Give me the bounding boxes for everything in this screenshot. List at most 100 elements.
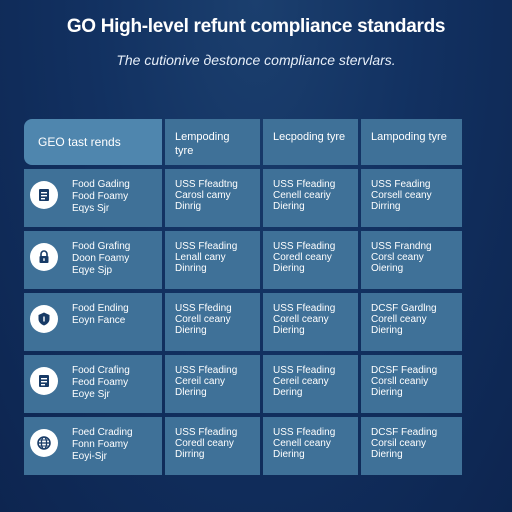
table-row: Food Gading Food Foamy Eqys Sjr USS Ffeadtn… xyxy=(24,169,462,227)
value-cell: USS Ffeading Cereil cany Dlering xyxy=(165,355,260,413)
value-line: Carosl camy xyxy=(175,190,231,201)
value-cell: USS Ffeading Lenall cany Dinring xyxy=(165,231,260,289)
value-line: DCSF Feading xyxy=(371,365,438,376)
table-row: Food Ending Eoyn Fance USS Ffeding Corell c… xyxy=(24,293,462,351)
value-cell: DCSF Gardlng Corell ceany Diering xyxy=(361,293,462,351)
value-line: Corsil ceany xyxy=(371,438,427,449)
globe-icon xyxy=(30,429,58,457)
category-line: Foed Crading xyxy=(72,427,133,438)
value-line: Dering xyxy=(273,387,303,398)
category-line: Eoye Sjr xyxy=(72,389,110,400)
value-line: Diering xyxy=(371,387,403,398)
category-cell: Food Gading Food Foamy Eqys Sjr xyxy=(24,169,162,227)
value-line: Corsl ceany xyxy=(371,252,424,263)
value-cell: USS Ffeading Coredl ceany Dirring xyxy=(165,417,260,475)
document-icon xyxy=(30,181,58,209)
value-line: DCSF Feading xyxy=(371,427,438,438)
category-line: Food Ending xyxy=(72,303,129,314)
category-cell: Food Crafing Feod Foamy Eoye Sjr xyxy=(24,355,162,413)
value-line: USS Frandng xyxy=(371,241,432,252)
category-label: Food Crafing Feod Foamy Eoye Sjr xyxy=(72,365,130,401)
value-line: Lenall cany xyxy=(175,252,226,263)
table-header-row: GEO tast rends Lempoding tyre Lecpoding … xyxy=(24,119,462,165)
value-cell: USS Ffeading Cenell ceany Diering xyxy=(263,417,358,475)
value-cell: USS Frandng Corsl ceany Oiering xyxy=(361,231,462,289)
category-line: Eqys Sjr xyxy=(72,203,110,214)
value-line: Diering xyxy=(371,449,403,460)
value-cell: DCSF Feading Corsil ceany Diering xyxy=(361,417,462,475)
header-cell-col3: Lampoding tyre xyxy=(361,119,462,165)
value-line: Corsll ceaniy xyxy=(371,376,429,387)
value-line: Diering xyxy=(273,325,305,336)
value-line: USS Ffeading xyxy=(273,303,336,314)
table-row: Food Grafing Doon Foamy Eqye Sjp USS Ffeadi… xyxy=(24,231,462,289)
value-cell: USS Ffeading Cenell ceariy Diering xyxy=(263,169,358,227)
category-line: Eoyn Fance xyxy=(72,315,126,326)
category-line: Eqye Sjp xyxy=(72,265,113,276)
category-cell: Food Grafing Doon Foamy Eqye Sjp xyxy=(24,231,162,289)
value-line: Cereil cany xyxy=(175,376,226,387)
category-line: Doon Foamy xyxy=(72,253,130,264)
value-cell: USS Ffeding Corell ceany Diering xyxy=(165,293,260,351)
category-label: Food Grafing Doon Foamy Eqye Sjp xyxy=(72,241,130,277)
page-subtitle: The cutionive дestonce compliance stervl… xyxy=(116,52,396,68)
value-line: USS Ffeding xyxy=(175,303,232,314)
value-cell: DCSF Feading Corsll ceaniy Diering xyxy=(361,355,462,413)
value-line: Diering xyxy=(273,263,305,274)
category-cell: Food Ending Eoyn Fance xyxy=(24,293,162,351)
value-cell: USS Ffeading Cereil ceany Dering xyxy=(263,355,358,413)
value-line: USS Ffeading xyxy=(175,365,238,376)
header-cell-col2: Lecpoding tyre xyxy=(263,119,358,165)
category-cell: Foed Crading Fonn Foamy Eoyi-Sjr xyxy=(24,417,162,475)
header-cell-col1: Lempoding tyre xyxy=(165,119,260,165)
value-line: USS Ffeading xyxy=(273,427,336,438)
value-cell: USS Ffeading Coredl ceany Diering xyxy=(263,231,358,289)
value-line: Corell ceany xyxy=(175,314,231,325)
category-line: Food Grafing xyxy=(72,241,131,252)
value-line: Diering xyxy=(175,325,207,336)
value-line: Diering xyxy=(371,325,403,336)
category-line: Fonn Foamy xyxy=(72,439,129,450)
shield-icon xyxy=(30,305,58,333)
category-label: Food Ending Eoyn Fance xyxy=(72,303,129,327)
value-line: Corell ceany xyxy=(371,314,427,325)
category-label: Foed Crading Fonn Foamy Eoyi-Sjr xyxy=(72,427,133,463)
value-cell: USS Ffeading Corell ceany Diering xyxy=(263,293,358,351)
standards-table: GEO tast rends Lempoding tyre Lecpoding … xyxy=(24,119,462,479)
value-line: Cenell ceany xyxy=(273,438,331,449)
value-line: USS Feading xyxy=(371,179,431,190)
table-row: Foed Crading Fonn Foamy Eoyi-Sjr USS Ffeadi… xyxy=(24,417,462,475)
header-cell-category: GEO tast rends xyxy=(24,119,162,165)
value-line: USS Ffeading xyxy=(175,241,238,252)
value-line: Diering xyxy=(273,449,305,460)
category-label: Food Gading Food Foamy Eqys Sjr xyxy=(72,179,130,215)
value-cell: USS Feading Corsell ceany Dirring xyxy=(361,169,462,227)
category-line: Food Gading xyxy=(72,179,130,190)
category-line: Food Crafing xyxy=(72,365,130,376)
value-line: Oiering xyxy=(371,263,404,274)
value-line: Diering xyxy=(273,201,305,212)
value-line: Dirring xyxy=(371,201,401,212)
document-icon xyxy=(30,367,58,395)
category-line: Food Foamy xyxy=(72,191,129,202)
value-line: Corell ceany xyxy=(273,314,329,325)
table-row: Food Crafing Feod Foamy Eoye Sjr USS Ffeadi… xyxy=(24,355,462,413)
value-line: USS Ffeading xyxy=(175,427,238,438)
category-line: Feod Foamy xyxy=(72,377,129,388)
value-line: Dlering xyxy=(175,387,207,398)
value-line: Corsell ceany xyxy=(371,190,432,201)
value-line: Dirring xyxy=(175,449,205,460)
value-line: USS Ffeading xyxy=(273,241,336,252)
value-line: Dinrig xyxy=(175,201,202,212)
value-line: USS Ffeading xyxy=(273,179,336,190)
value-line: Coredl ceany xyxy=(175,438,234,449)
value-line: Dinring xyxy=(175,263,207,274)
value-line: USS Ffeadtng xyxy=(175,179,238,190)
value-cell: USS Ffeadtng Carosl camy Dinrig xyxy=(165,169,260,227)
value-line: USS Ffeading xyxy=(273,365,336,376)
page-title: GO High-level refunt compliance standard… xyxy=(66,16,446,37)
value-line: Cenell ceariy xyxy=(273,190,331,201)
value-line: Coredl ceany xyxy=(273,252,332,263)
value-line: Cereil ceany xyxy=(273,376,329,387)
lock-icon xyxy=(30,243,58,271)
